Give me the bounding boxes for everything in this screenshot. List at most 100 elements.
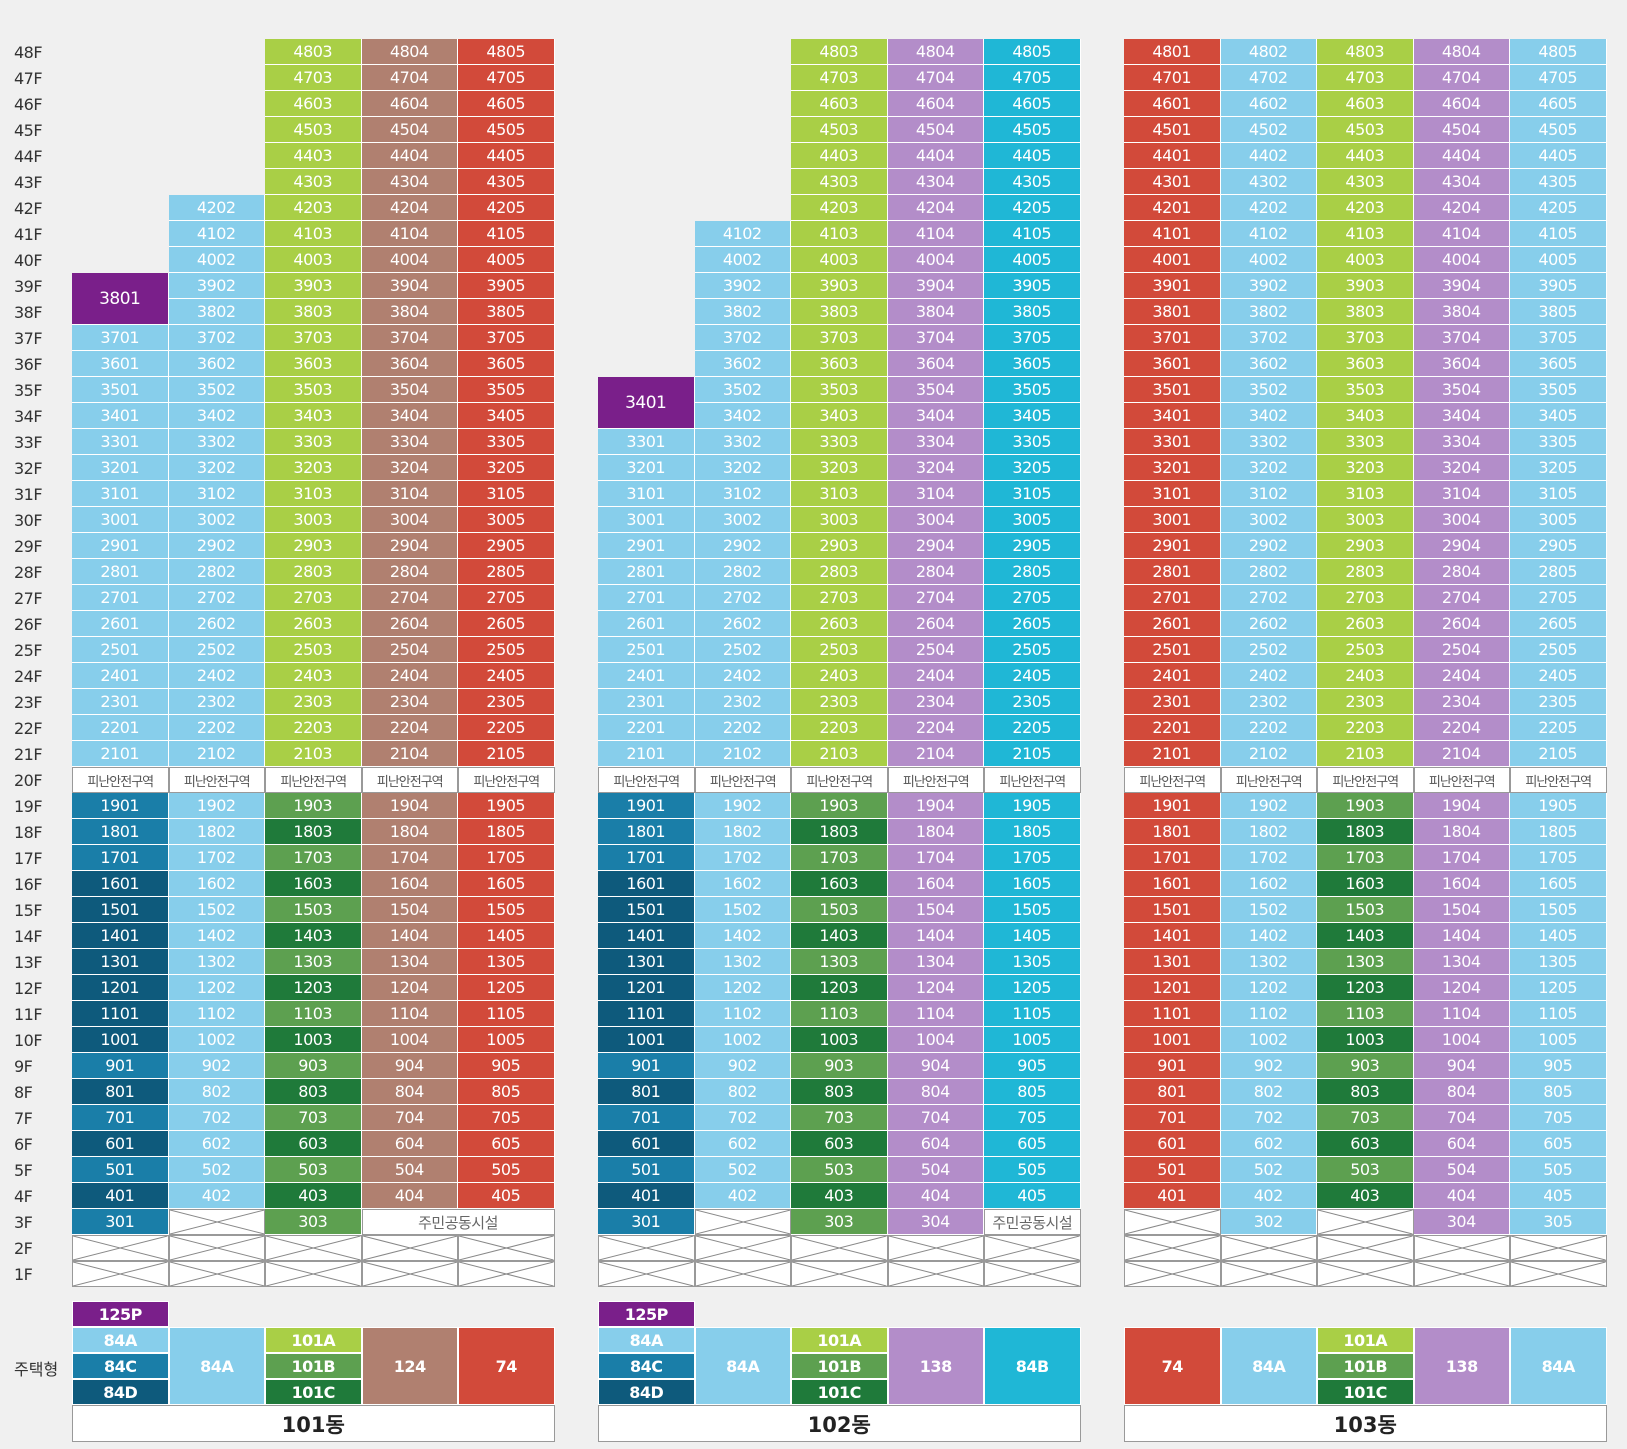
unit-cell: 1202 — [168, 975, 265, 1001]
unit-cell: 3202 — [1220, 455, 1317, 481]
unit-cell: 705 — [1510, 1105, 1607, 1131]
unit-cell: 503 — [1317, 1157, 1414, 1183]
type-cell: 101B — [265, 1353, 362, 1379]
floor-label: 42F — [14, 198, 43, 218]
unit-cell: 901 — [1124, 1053, 1221, 1079]
unit-cell: 305 — [1510, 1209, 1607, 1235]
type-cell: 74 — [1124, 1327, 1221, 1405]
unit-cell: 2301 — [72, 689, 169, 715]
refuge-zone-cell: 피난안전구역 — [1510, 767, 1607, 793]
unit-cell: 501 — [72, 1157, 169, 1183]
unit-cell: 502 — [1220, 1157, 1317, 1183]
unit-cell: 3902 — [1220, 273, 1317, 299]
unit-cell: 3105 — [458, 481, 555, 507]
unit-cell: 2403 — [791, 663, 888, 689]
no-unit-cell — [694, 1235, 791, 1261]
unit-cell: 701 — [72, 1105, 169, 1131]
unit-cell: 1604 — [1413, 871, 1510, 897]
unit-cell: 1005 — [984, 1027, 1081, 1053]
unit-cell: 2203 — [791, 715, 888, 741]
unit-cell: 2705 — [1510, 585, 1607, 611]
unit-cell: 1405 — [984, 923, 1081, 949]
unit-cell: 502 — [694, 1157, 791, 1183]
unit-cell: 304 — [887, 1209, 984, 1235]
unit-cell: 4803 — [265, 39, 362, 65]
unit-cell: 2205 — [984, 715, 1081, 741]
unit-cell: 4305 — [1510, 169, 1607, 195]
unit-cell: 4704 — [887, 65, 984, 91]
unit-cell: 805 — [984, 1079, 1081, 1105]
unit-cell: 1904 — [887, 793, 984, 819]
unit-cell: 4505 — [458, 117, 555, 143]
unit-cell: 3002 — [694, 507, 791, 533]
unit-cell: 902 — [694, 1053, 791, 1079]
unit-cell: 701 — [598, 1105, 695, 1131]
unit-cell: 3303 — [265, 429, 362, 455]
floor-label: 38F — [14, 302, 43, 322]
unit-cell: 1304 — [887, 949, 984, 975]
floor-label: 13F — [14, 952, 43, 972]
unit-cell: 1001 — [1124, 1027, 1221, 1053]
unit-cell: 801 — [72, 1079, 169, 1105]
refuge-zone-cell: 피난안전구역 — [458, 767, 555, 793]
unit-cell: 3304 — [361, 429, 458, 455]
type-cell: 101A — [1317, 1327, 1414, 1353]
unit-cell: 2305 — [458, 689, 555, 715]
unit-cell: 1504 — [361, 897, 458, 923]
unit-cell: 2401 — [72, 663, 169, 689]
floor-label: 45F — [14, 120, 43, 140]
refuge-zone-cell: 피난안전구역 — [887, 767, 984, 793]
unit-cell: 4504 — [1413, 117, 1510, 143]
unit-cell: 3703 — [265, 325, 362, 351]
unit-cell: 2201 — [1124, 715, 1221, 741]
unit-cell: 3203 — [265, 455, 362, 481]
unit-cell: 504 — [361, 1157, 458, 1183]
unit-cell: 3104 — [887, 481, 984, 507]
unit-cell: 402 — [1220, 1183, 1317, 1209]
unit-cell: 1605 — [984, 871, 1081, 897]
unit-cell: 2103 — [265, 741, 362, 767]
unit-cell: 3305 — [984, 429, 1081, 455]
unit-cell: 3504 — [361, 377, 458, 403]
unit-cell: 2703 — [265, 585, 362, 611]
unit-cell: 4002 — [1220, 247, 1317, 273]
unit-cell: 2301 — [598, 689, 695, 715]
unit-cell: 3005 — [984, 507, 1081, 533]
unit-cell: 2103 — [1317, 741, 1414, 767]
unit-cell: 2404 — [361, 663, 458, 689]
unit-cell: 2702 — [1220, 585, 1317, 611]
unit-cell: 4404 — [1413, 143, 1510, 169]
type-cell-125p: 125P — [72, 1301, 169, 1327]
unit-cell: 3201 — [1124, 455, 1221, 481]
unit-cell: 1801 — [72, 819, 169, 845]
unit-cell: 1304 — [1413, 949, 1510, 975]
unit-cell: 2901 — [72, 533, 169, 559]
unit-cell: 902 — [168, 1053, 265, 1079]
unit-cell: 604 — [887, 1131, 984, 1157]
floor-label: 5F — [14, 1160, 33, 1180]
unit-cell: 3205 — [458, 455, 555, 481]
type-cell: 84A — [1220, 1327, 1317, 1405]
unit-cell: 4504 — [887, 117, 984, 143]
unit-cell: 2902 — [1220, 533, 1317, 559]
unit-cell: 405 — [458, 1183, 555, 1209]
unit-cell: 404 — [361, 1183, 458, 1209]
unit-cell: 2101 — [72, 741, 169, 767]
unit-cell: 2501 — [1124, 637, 1221, 663]
unit-cell: 1003 — [265, 1027, 362, 1053]
unit-cell: 1601 — [598, 871, 695, 897]
unit-cell: 3003 — [265, 507, 362, 533]
floor-label: 4F — [14, 1186, 33, 1206]
unit-cell: 3302 — [168, 429, 265, 455]
unit-cell: 903 — [1317, 1053, 1414, 1079]
no-unit-cell — [1413, 1261, 1510, 1287]
unit-cell: 3501 — [1124, 377, 1221, 403]
unit-cell: 3502 — [694, 377, 791, 403]
no-unit-cell — [72, 1235, 169, 1261]
unit-cell: 902 — [1220, 1053, 1317, 1079]
unit-cell: 3704 — [1413, 325, 1510, 351]
unit-cell: 2403 — [1317, 663, 1414, 689]
unit-cell: 2305 — [1510, 689, 1607, 715]
unit-cell: 1701 — [1124, 845, 1221, 871]
unit-cell: 4103 — [791, 221, 888, 247]
